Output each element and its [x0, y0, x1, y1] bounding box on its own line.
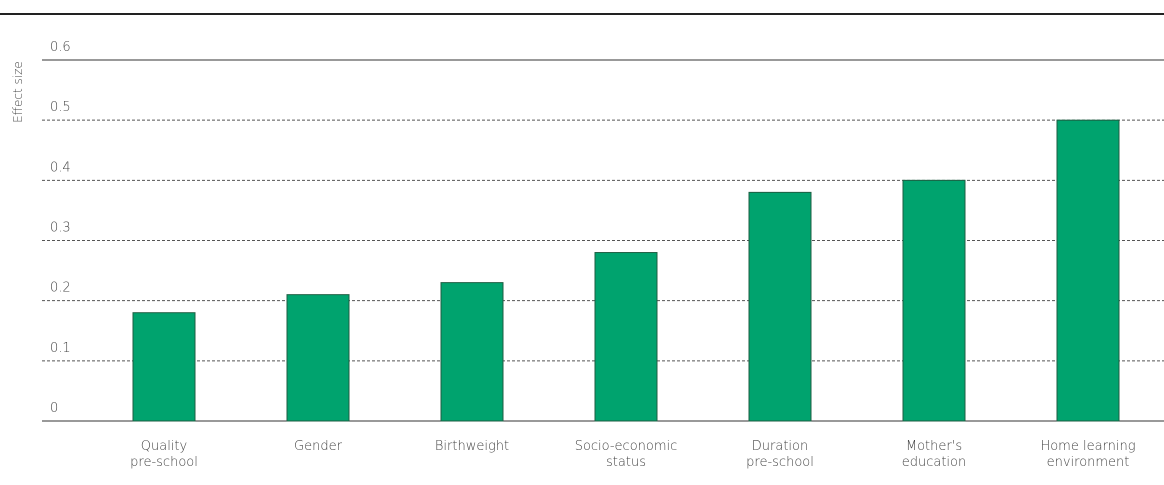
x-tick-line: Quality: [141, 439, 187, 454]
y-tick-label: 0.2: [50, 281, 71, 296]
bar: [440, 282, 504, 422]
x-tick-line: Birthweight: [435, 439, 509, 454]
x-tick-line: education: [902, 455, 967, 470]
bar: [132, 312, 196, 422]
bar: [286, 294, 350, 422]
y-tick-label: 0.5: [50, 100, 71, 115]
bar: [902, 179, 966, 422]
x-tick-label: Duration pre-school: [746, 439, 814, 470]
y-tick-label: 0: [50, 401, 58, 416]
x-tick-line: Gender: [294, 439, 343, 454]
y-axis-label: Effect size: [11, 61, 25, 123]
x-tick-line: Mother's: [906, 439, 962, 454]
x-tick-line: environment: [1047, 455, 1130, 470]
x-tick-label: Socio-economic status: [575, 439, 678, 470]
x-tick-label: Home learning environment: [1040, 439, 1135, 470]
y-tick-label: 0.3: [50, 221, 71, 236]
y-tick-label: 0.4: [50, 160, 71, 175]
x-tick-line: status: [606, 455, 646, 470]
bar: [594, 252, 658, 422]
bar: [748, 191, 812, 422]
y-tick-label: 0.1: [50, 341, 71, 356]
bar: [1056, 119, 1120, 422]
x-tick-label: Gender: [294, 439, 343, 454]
y-tick-label: 0.6: [50, 40, 71, 55]
x-tick-label: Mother's education: [902, 439, 967, 470]
x-tick-line: Home learning: [1040, 439, 1135, 454]
x-tick-line: Duration: [752, 439, 808, 454]
x-tick-line: pre-school: [130, 455, 198, 470]
x-tick-line: pre-school: [746, 455, 814, 470]
x-tick-label: Birthweight: [435, 439, 509, 454]
x-tick-label: Quality pre-school: [130, 439, 198, 470]
x-tick-line: Socio-economic: [575, 439, 678, 454]
